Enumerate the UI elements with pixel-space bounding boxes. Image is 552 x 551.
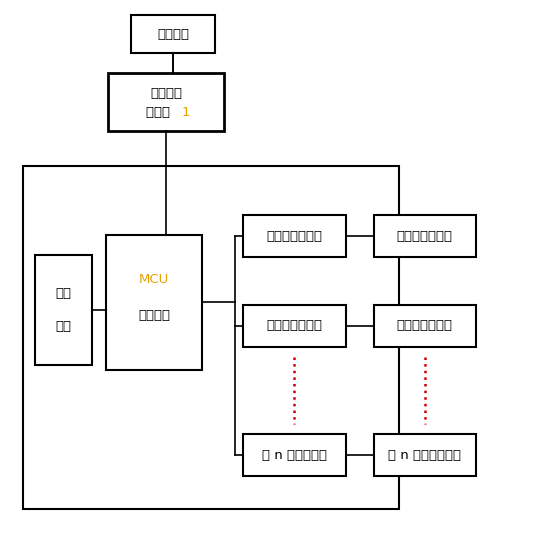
- Text: 脉冲电源: 脉冲电源: [150, 87, 182, 100]
- Text: 第 n 继电器模块: 第 n 继电器模块: [262, 449, 327, 462]
- Text: 第一继电器模块: 第一继电器模块: [267, 230, 322, 242]
- Text: 处理单元: 处理单元: [138, 309, 170, 322]
- Text: 第一列针尖电极: 第一列针尖电极: [397, 230, 453, 242]
- Text: 电源: 电源: [56, 287, 72, 300]
- Bar: [106, 235, 203, 370]
- Bar: [374, 215, 476, 257]
- Text: 发生器: 发生器: [146, 106, 174, 119]
- Bar: [35, 255, 92, 365]
- Bar: [243, 215, 346, 257]
- Text: 第 n 列针尖电极组: 第 n 列针尖电极组: [388, 449, 461, 462]
- Text: 模块: 模块: [56, 320, 72, 333]
- Text: 第二继电器模块: 第二继电器模块: [267, 319, 322, 332]
- Text: 第二列针尖电极: 第二列针尖电极: [397, 319, 453, 332]
- Text: 1: 1: [182, 106, 190, 119]
- Bar: [374, 434, 476, 476]
- Bar: [131, 15, 215, 53]
- Bar: [23, 165, 400, 509]
- Bar: [243, 305, 346, 347]
- Bar: [243, 434, 346, 476]
- Text: MCU: MCU: [139, 273, 169, 286]
- Bar: [108, 73, 224, 131]
- Bar: [374, 305, 476, 347]
- Text: 市电接口: 市电接口: [157, 28, 189, 41]
